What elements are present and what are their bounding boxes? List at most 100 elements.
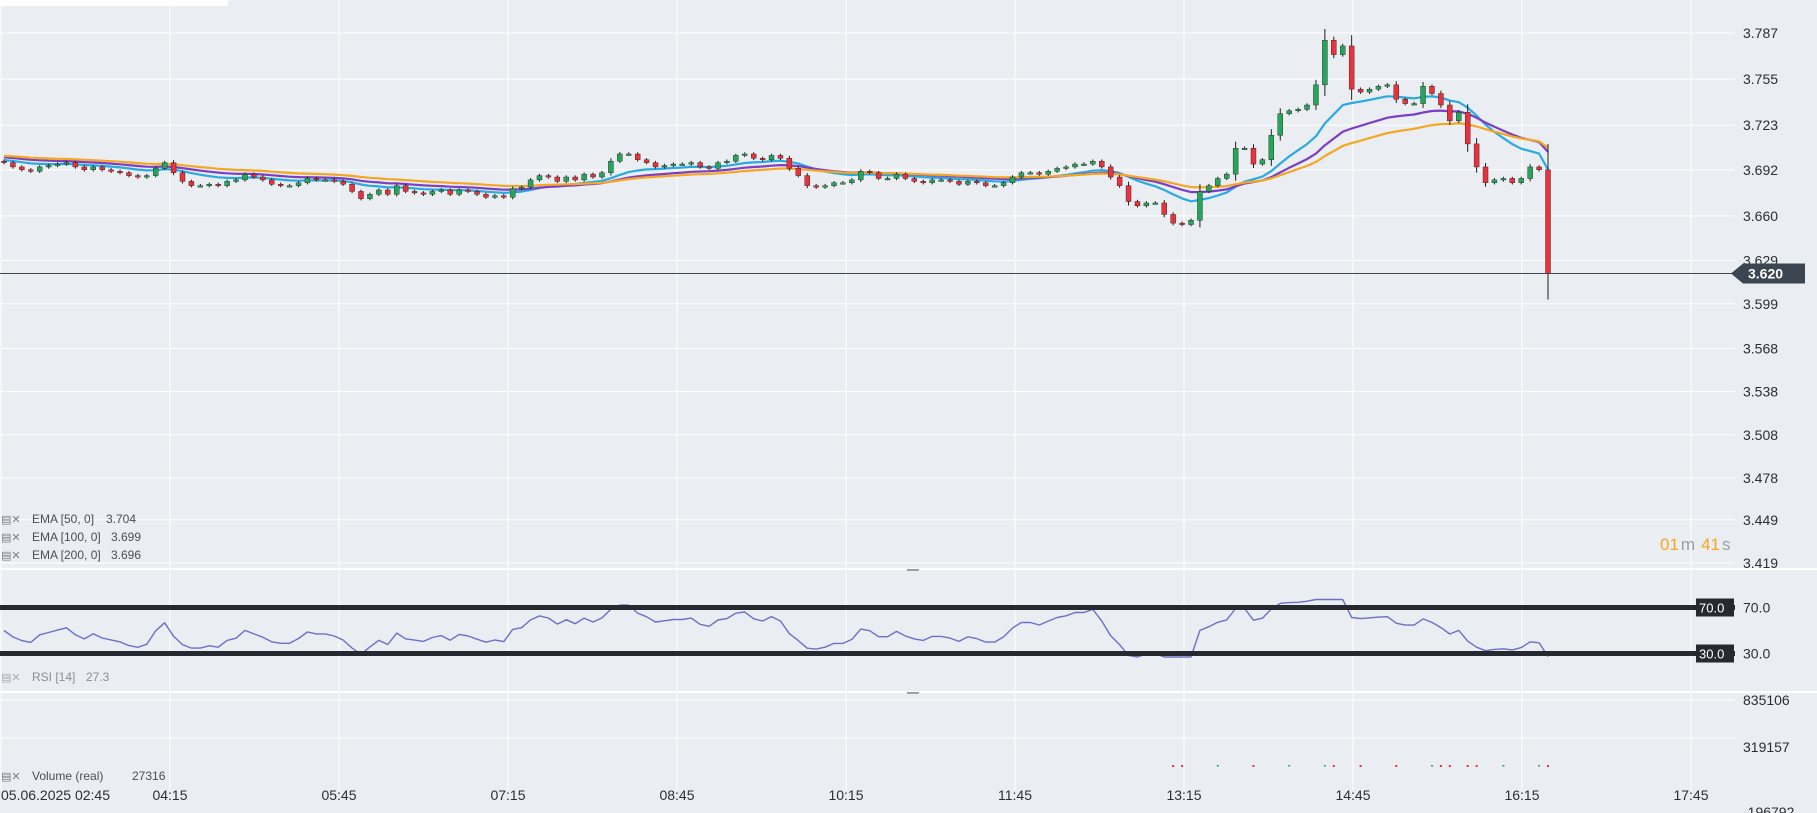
candle[interactable] [420, 191, 427, 197]
candle[interactable] [251, 172, 257, 179]
candle[interactable] [117, 169, 123, 175]
candle[interactable] [777, 153, 784, 161]
candle[interactable] [1, 159, 7, 165]
candle[interactable] [1277, 108, 1283, 141]
candle[interactable] [429, 189, 436, 197]
candle[interactable] [849, 178, 855, 185]
rsi-panel[interactable]: 70.0 70.0 30.0 30.0 [0, 598, 1770, 663]
candle[interactable] [367, 192, 373, 201]
legend-settings-icon[interactable]: ▤✕ [1, 549, 21, 562]
candle[interactable] [626, 152, 632, 156]
candle[interactable] [1206, 183, 1212, 194]
candle[interactable] [331, 178, 337, 184]
legend-ema-50[interactable]: ▤✕ EMA [50, 0] 3.704 [1, 512, 136, 526]
legend-settings-icon[interactable]: ▤✕ [1, 513, 21, 526]
candle[interactable] [965, 179, 971, 186]
candle[interactable] [465, 188, 471, 194]
candle[interactable] [72, 160, 79, 169]
candle[interactable] [795, 166, 802, 178]
candle[interactable] [1224, 172, 1230, 181]
candle[interactable] [1000, 181, 1007, 188]
candle[interactable] [28, 168, 34, 173]
candle[interactable] [652, 160, 659, 169]
candle[interactable] [144, 173, 150, 179]
candlestick-series[interactable] [1, 29, 1551, 300]
candle[interactable] [19, 165, 25, 172]
candle[interactable] [1072, 162, 1078, 169]
candle[interactable] [295, 181, 302, 188]
candle[interactable] [1054, 166, 1060, 173]
candle[interactable] [1286, 109, 1292, 116]
candle[interactable] [1027, 170, 1034, 175]
price-axis[interactable]: 3.7873.7553.7233.6923.6603.6293.5993.568… [1731, 25, 1805, 571]
candle[interactable] [742, 152, 748, 158]
candle[interactable] [340, 179, 346, 186]
candle[interactable] [1161, 200, 1167, 218]
candle[interactable] [197, 183, 204, 188]
time-axis[interactable]: 05.06.2025 02:45 04:15 05:45 07:15 08:45 10:1… [1, 787, 1709, 803]
candle[interactable] [1250, 144, 1257, 169]
candle[interactable] [1464, 104, 1471, 152]
candle[interactable] [911, 176, 918, 184]
candle[interactable] [661, 163, 668, 169]
candle[interactable] [1295, 107, 1301, 113]
candle[interactable] [492, 194, 498, 199]
candle[interactable] [313, 176, 320, 182]
candle[interactable] [1143, 201, 1150, 208]
candle[interactable] [1482, 162, 1489, 187]
legend-ema-200[interactable]: ▤✕ EMA [200, 0] 3.696 [1, 548, 141, 562]
candle[interactable] [1179, 221, 1185, 227]
candle[interactable] [608, 158, 614, 176]
candle[interactable] [45, 163, 52, 169]
candle[interactable] [1331, 36, 1337, 59]
candle[interactable] [1447, 101, 1453, 125]
candle[interactable] [1259, 158, 1266, 166]
candle[interactable] [750, 152, 757, 161]
candle[interactable] [1393, 81, 1399, 103]
candle[interactable] [858, 169, 864, 183]
candle[interactable] [1018, 170, 1025, 179]
candle[interactable] [920, 179, 926, 185]
candle[interactable] [1340, 43, 1346, 57]
candle[interactable] [456, 188, 462, 197]
candle[interactable] [108, 168, 114, 173]
candle[interactable] [884, 176, 891, 181]
candle[interactable] [304, 176, 311, 185]
candle[interactable] [1090, 159, 1096, 166]
candle[interactable] [1456, 110, 1462, 124]
candle[interactable] [706, 165, 712, 171]
candle[interactable] [1348, 35, 1355, 100]
candle[interactable] [768, 153, 775, 162]
candle[interactable] [831, 181, 837, 188]
candle[interactable] [1116, 174, 1123, 188]
candle[interactable] [536, 173, 543, 182]
candle[interactable] [206, 182, 212, 188]
candle[interactable] [715, 160, 721, 171]
candle[interactable] [759, 156, 766, 162]
volume-panel[interactable]: 835106 319157 -196792 [1172, 692, 1795, 813]
candle[interactable] [679, 162, 685, 166]
candle[interactable] [1152, 201, 1159, 205]
candle[interactable] [322, 178, 328, 182]
legend-ema-100[interactable]: ▤✕ EMA [100, 0] 3.699 [1, 530, 141, 544]
candle[interactable] [233, 178, 239, 184]
candle[interactable] [599, 170, 605, 179]
legend-settings-icon[interactable]: ▤✕ [1, 770, 21, 783]
candle[interactable] [1509, 176, 1516, 185]
candle[interactable] [1125, 181, 1132, 206]
candle[interactable] [438, 188, 445, 194]
candle[interactable] [376, 188, 382, 197]
candle[interactable] [1384, 83, 1391, 89]
candle[interactable] [634, 152, 641, 162]
candle[interactable] [1009, 175, 1016, 185]
candle[interactable] [179, 170, 186, 184]
candle[interactable] [286, 183, 293, 188]
candle[interactable] [501, 194, 507, 199]
candle[interactable] [1322, 29, 1328, 97]
candle[interactable] [804, 173, 810, 189]
candle[interactable] [54, 162, 61, 168]
candle[interactable] [688, 160, 694, 166]
candle[interactable] [242, 172, 248, 182]
